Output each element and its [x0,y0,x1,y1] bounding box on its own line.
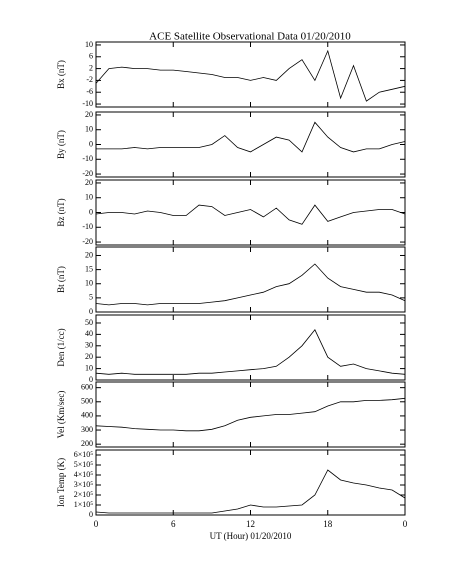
y-tick-label: 30 [85,341,93,350]
y-tick-label: -20 [82,169,93,178]
y-tick-label: 200 [81,439,93,448]
data-line [95,204,406,225]
y-axis-label: Bt (nT) [56,266,66,293]
y-tick-label: -10 [82,222,93,231]
x-tick-label: 6 [171,519,176,529]
data-line [95,397,406,432]
y-tick-label: 15 [85,264,93,273]
y-tick-label: 40 [85,329,93,338]
chart-title: ACE Satellite Observational Data 01/20/2… [149,31,351,43]
y-tick-label: 3×10⁵ [74,480,94,489]
y-tick-label: 400 [81,411,93,420]
y-tick-label: 0 [89,510,93,519]
y-tick-label: 1×10⁵ [74,500,94,509]
data-line [95,49,406,102]
y-axis-label: Bz (nT) [56,198,66,226]
x-tick-label: 12 [246,519,255,529]
y-tick-label: 20 [85,250,93,259]
y-tick-label: 0 [89,375,93,384]
y-tick-label: -10 [82,154,93,163]
y-axis-label: Vel (Km/sec) [56,391,66,439]
y-axis-label: Ion Temp (K) [56,458,66,507]
y-tick-label: 20 [85,352,93,361]
x-axis-label: UT (Hour) 01/20/2010 [210,531,292,541]
y-tick-label: 0 [89,207,93,216]
panel-frame [95,314,406,381]
y-tick-label: -6 [86,87,93,96]
y-tick-label: 0 [89,139,93,148]
y-tick-label: 10 [85,40,93,49]
y-axis-label: By (nT) [56,130,66,159]
y-tick-label: -10 [82,99,93,108]
data-line [95,469,406,514]
y-tick-label: 2×10⁵ [74,490,94,499]
y-tick-label: 5 [89,293,93,302]
y-tick-label: 10 [85,279,93,288]
y-tick-label: 500 [81,397,93,406]
y-tick-label: 10 [85,363,93,372]
panel-frame [95,246,406,313]
x-tick-label: 18 [323,519,333,529]
y-tick-label: 5×10⁵ [74,460,94,469]
y-tick-label: 6 [89,52,93,61]
y-tick-label: 300 [81,425,93,434]
panel-frame [95,41,406,108]
x-tick-label: 0 [94,519,99,529]
y-tick-label: 10 [85,193,93,202]
y-tick-label: -20 [82,237,93,246]
y-tick-label: 4×10⁵ [74,470,94,479]
data-line [95,329,406,375]
y-tick-label: 50 [85,318,93,327]
y-tick-label: 20 [85,110,93,119]
y-tick-label: 10 [85,125,93,134]
y-axis-label: Den (1/cc) [56,328,66,366]
y-tick-label: -2 [86,75,93,84]
x-tick-label: 0 [403,519,408,529]
y-tick-label: 0 [89,307,93,316]
y-tick-label: 6×10⁵ [74,450,94,459]
data-line [95,263,406,306]
y-tick-label: 20 [85,178,93,187]
panel-frame [95,381,406,448]
data-line [96,121,406,153]
y-tick-label: 600 [81,382,93,391]
panel-frame [95,111,406,178]
y-tick-label: 2 [89,63,93,72]
y-axis-label: Bx (nT) [56,60,66,89]
